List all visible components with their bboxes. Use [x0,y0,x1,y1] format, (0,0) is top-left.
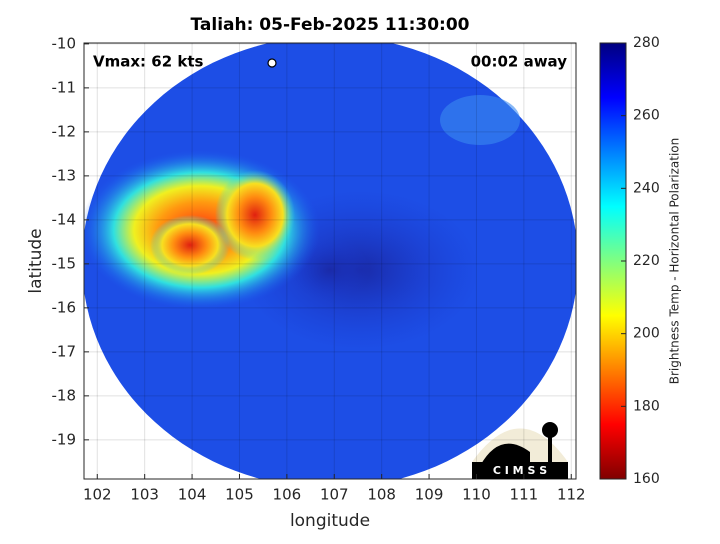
x-tick-label: 112 [557,486,586,504]
y-axis-label: latitude [26,228,46,293]
colorbar-tick-label: 160 [633,471,660,487]
x-tick-label: 104 [178,486,207,504]
axes-frame [83,42,577,480]
x-tick-label: 102 [83,486,112,504]
x-tick-label: 108 [367,486,396,504]
y-tick-label: -14 [52,210,77,228]
colorbar-tick-label: 240 [633,180,660,196]
y-tick-label: -12 [52,122,77,140]
x-tick-label: 105 [225,486,254,504]
y-tick-label: -11 [52,78,77,96]
vmax-annotation: Vmax: 62 kts [93,53,203,71]
away-annotation: 00:02 away [471,53,568,71]
colorbar-tick-label: 260 [633,108,660,124]
y-tick-label: -10 [52,34,77,52]
colorbar-tick-label: 280 [633,35,660,51]
logo-text: C I M S S [493,464,547,477]
colorbar-tick-label: 180 [633,398,660,414]
colorbar-label: Brightness Temp - Horizontal Polarizatio… [668,138,682,385]
x-axis-label: longitude [290,511,370,531]
y-tick-label: -15 [52,254,77,272]
y-tick-label: -18 [52,386,77,404]
x-tick-label: 106 [273,486,302,504]
chart-title: Taliah: 05-Feb-2025 11:30:00 [190,15,469,35]
x-tick-label: 107 [320,486,349,504]
y-tick-label: -17 [52,342,77,360]
x-tick-label: 110 [462,486,491,504]
storm-marker [267,58,277,68]
x-tick-label: 103 [130,486,159,504]
y-tick-label: -16 [52,298,77,316]
x-tick-label: 109 [415,486,444,504]
logo: C I M S S [472,422,568,479]
colorbar-tick-label: 220 [633,253,660,269]
y-tick-label: -13 [52,166,77,184]
y-tick-label: -19 [52,430,77,448]
satellite-image [84,43,576,479]
x-tick-label: 111 [510,486,539,504]
colorbar-tick-label: 200 [633,326,660,342]
